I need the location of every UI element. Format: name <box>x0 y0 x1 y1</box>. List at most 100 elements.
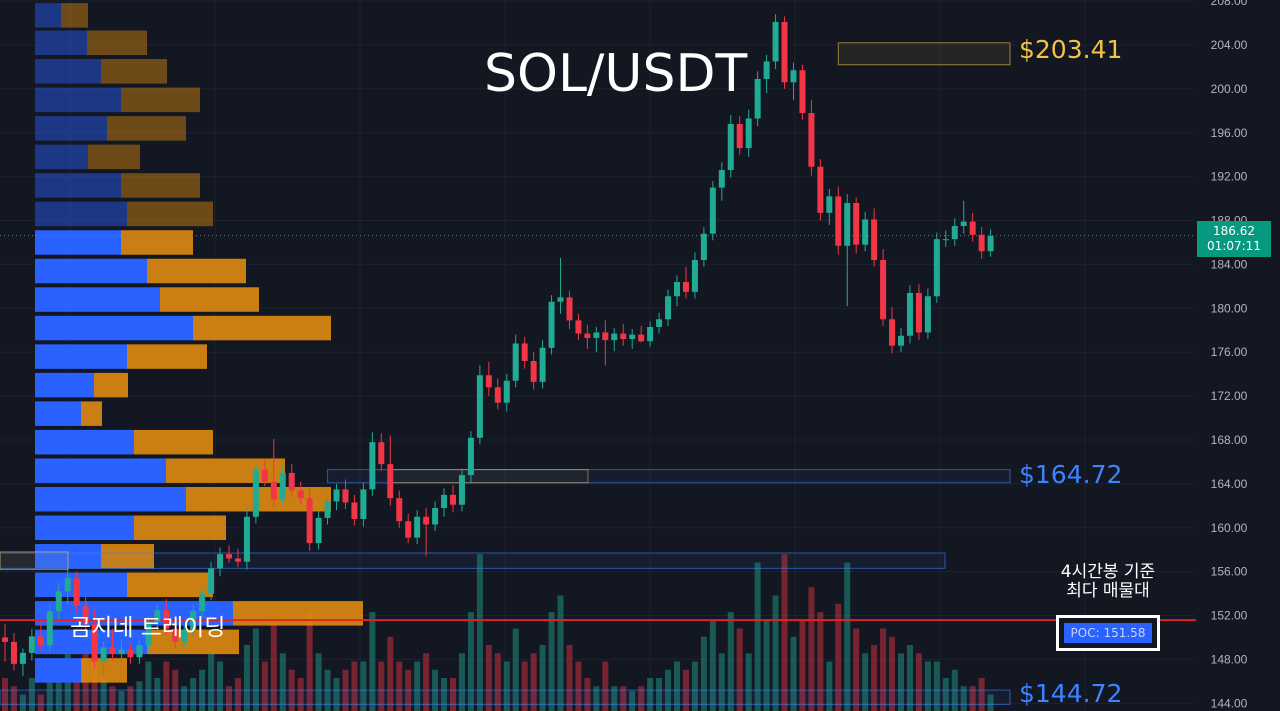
candle-body <box>333 489 340 502</box>
candle-body <box>539 347 546 382</box>
volume-profile-sell <box>233 601 363 626</box>
volume-profile-buy <box>35 287 160 312</box>
poc-note-line-2: 최다 매물대 <box>1066 581 1150 601</box>
candle-body <box>898 335 904 346</box>
candle-body <box>620 333 627 340</box>
candle-body <box>423 516 430 525</box>
candle-countdown: 01:07:11 <box>1207 239 1261 253</box>
candle-body <box>978 234 985 252</box>
volume-bar <box>781 554 788 711</box>
y-tick-label: 196.00 <box>1211 126 1248 140</box>
volume-bar <box>844 562 851 711</box>
volume-bar <box>485 645 492 711</box>
candle-body <box>396 498 403 522</box>
y-tick-label: 204.00 <box>1211 38 1248 52</box>
candle-body <box>584 333 591 338</box>
volume-bar <box>503 661 510 711</box>
volume-bar <box>2 678 8 711</box>
volume-bar <box>315 653 322 711</box>
volume-bar <box>46 661 53 711</box>
candle-body <box>351 502 358 519</box>
poc-note: 4시간봉 기준 최다 매물대 <box>1042 563 1174 601</box>
candle-body <box>28 636 35 653</box>
volume-profile-buy <box>35 30 87 56</box>
candle-body <box>154 610 161 623</box>
volume-bar <box>906 645 913 711</box>
volume-bar <box>73 678 80 711</box>
candle-body <box>109 647 116 654</box>
volume-bar <box>243 645 250 711</box>
candle-body <box>163 610 170 629</box>
candle-body <box>853 202 860 245</box>
volume-bar <box>28 678 35 711</box>
volume-bar <box>10 686 17 711</box>
volume-bar <box>450 678 456 711</box>
candle-body <box>844 202 851 246</box>
volume-profile-buy <box>35 230 121 255</box>
volume-profile-sell <box>134 515 226 541</box>
volume-bar <box>261 661 268 711</box>
candle-body <box>826 196 833 213</box>
candle-body <box>127 649 134 658</box>
volume-profile-sell <box>101 544 154 569</box>
volume-profile-sell <box>121 230 193 255</box>
volume-bar <box>978 678 985 711</box>
volume-profile-sell <box>101 59 167 84</box>
volume-bar <box>691 661 698 711</box>
candle-body <box>64 578 71 592</box>
volume-profile-buy <box>35 3 61 28</box>
candle-body <box>432 508 439 525</box>
volume-bar <box>790 636 797 711</box>
volume-bar <box>423 653 430 711</box>
price-zone <box>387 469 589 484</box>
candle-body <box>530 360 537 382</box>
candle-body <box>745 118 752 149</box>
volume-bar <box>118 691 125 711</box>
candle-body <box>638 334 645 342</box>
level-label-support-upper: $164.72 <box>1019 459 1123 489</box>
volume-bar <box>656 678 663 711</box>
candle-body <box>906 292 913 336</box>
volume-bar <box>700 636 707 711</box>
volume-profile-buy <box>35 429 134 455</box>
y-tick-label: 148.00 <box>1211 652 1248 666</box>
candle-body <box>575 320 582 334</box>
candle-body <box>915 292 922 333</box>
candle-body <box>808 113 815 167</box>
volume-bar <box>754 562 761 711</box>
volume-bar <box>145 661 152 711</box>
volume-profile-sell <box>81 401 102 426</box>
volume-bar <box>575 661 582 711</box>
candle-body <box>199 593 206 612</box>
volume-bar <box>638 686 645 711</box>
candle-body <box>709 187 716 234</box>
candle-body <box>503 380 510 403</box>
candle-body <box>145 622 152 646</box>
candle-body <box>91 624 98 662</box>
candle-body <box>181 629 188 642</box>
volume-bar <box>620 686 627 711</box>
volume-bar <box>306 612 313 711</box>
volume-bar <box>871 645 878 711</box>
volume-bar <box>396 661 403 711</box>
candle-body <box>73 578 80 606</box>
volume-bar <box>898 653 904 711</box>
volume-profile-buy <box>35 87 121 113</box>
volume-profile-sell <box>193 315 331 341</box>
volume-profile-sell <box>121 173 200 198</box>
price-zone <box>837 42 1011 66</box>
candle-body <box>933 239 940 297</box>
volume-profile-buy <box>35 572 127 598</box>
volume-profile-sell <box>147 258 246 284</box>
candle-body <box>763 61 770 79</box>
y-tick-label: 184.00 <box>1211 257 1248 271</box>
candle-body <box>736 123 743 149</box>
candle-body <box>10 641 17 664</box>
y-tick-label: 192.00 <box>1211 170 1248 184</box>
volume-bar <box>915 653 922 711</box>
candle-body <box>136 645 143 658</box>
candle-body <box>790 70 797 83</box>
candle-body <box>82 605 89 625</box>
volume-profile-sell <box>134 429 213 455</box>
